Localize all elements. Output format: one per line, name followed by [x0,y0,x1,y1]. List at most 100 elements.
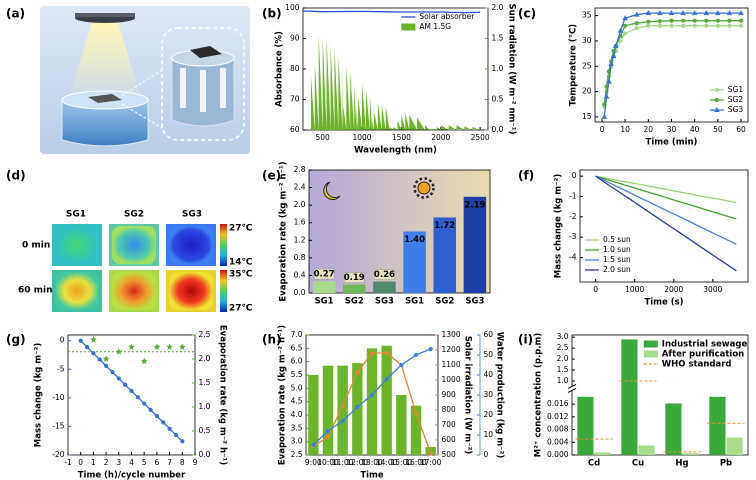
y-tick-label: 0 [484,450,489,459]
x-tick-label: 3000 [703,285,722,294]
marker [97,357,102,362]
legend-label: SG2 [728,95,744,104]
y-tick-label: -10 [52,393,64,402]
y-tick-label: -2 [569,212,577,221]
column-label: SG3 [182,210,202,220]
marker [135,395,140,400]
x-tick-label: 5 [142,458,147,467]
y-axis-title: Mass change (kg m⁻²) [34,343,44,448]
legend-label: SG3 [728,105,744,114]
value-label: 0.26 [374,270,395,280]
marker [680,10,686,16]
axis-break [569,386,575,391]
marker [123,382,128,387]
marker [178,343,186,350]
legend-marker [714,87,719,93]
marker [413,352,419,358]
marker [657,19,663,24]
y-tick-label: 1.0 [199,402,211,411]
y-tick-label: 3.0 [557,332,569,341]
panel-background [309,170,490,293]
y-tick-label: 1.0 [492,64,504,73]
y-tick-label: 3.5 [291,423,303,432]
y-tick-label: 2.5 [291,450,303,459]
legend-swatch [643,340,658,348]
value-label: 0.19 [344,273,365,283]
marker [703,10,710,16]
marker [325,428,331,434]
y-tick-label: 6.5 [291,343,303,352]
legend-label: After purification [662,350,744,360]
marker [623,31,628,36]
marker [84,344,90,350]
scale-label: 14℃ [229,258,253,268]
marker [148,407,153,412]
marker [384,350,389,356]
marker [727,23,732,28]
legend-marker [714,97,719,103]
y-tick-label: 500 [442,450,457,459]
x-axis-title: Time (min) [646,138,698,148]
marker [413,410,419,416]
y-tick-label: 4.5 [291,397,303,406]
x-tick-label: 2500 [471,133,490,142]
x-tick-label: 1000 [352,133,371,142]
marker [738,23,744,28]
marker [738,18,744,23]
marker [153,343,161,350]
bar [403,231,426,293]
y-tick-label: 1000 [442,375,461,384]
axis-break [567,387,577,393]
x-axis-title: Wavelength (nm) [354,146,437,156]
thermal-image [169,226,213,264]
legend-swatch [643,350,658,358]
bar [433,217,457,293]
thermal-image [112,272,156,310]
x-tick-label: 2 [104,458,109,467]
x-axis-title: Time (h)/cycle number [78,471,186,480]
y-tick-label: 60 [484,330,494,339]
y-tick-label: 2.0 [557,354,569,363]
y2-axis-title: Evaporation rate (kg m⁻² h⁻¹) [218,325,228,465]
y-tick-label: 60 [290,125,300,134]
line [595,175,737,220]
x-tick-label: 10:00 [317,458,339,467]
color-bar [220,270,227,312]
marker [633,11,640,17]
bar [594,452,611,455]
bar [373,281,396,293]
y-tick-label: 1.5 [557,365,569,374]
y-tick-label: 1100 [442,360,461,369]
x-tick-label: Hg [675,459,688,469]
bar [425,447,436,455]
x-tick-label: 40 [690,125,700,134]
marker [428,346,433,352]
line [595,175,737,245]
legend-label: WHO standard [662,360,732,370]
evaporator [88,94,122,103]
x-tick-label: SG1 [315,297,334,307]
marker [634,21,639,26]
marker [668,10,675,16]
x-tick-label: 12:00 [347,458,369,467]
marker [691,10,698,16]
marker [384,376,389,382]
x-tick-label: -1 [64,458,72,467]
y-tick-label: 30 [582,36,592,45]
x-tick-label: 60 [736,125,746,134]
y-tick-label: 6.0 [291,357,303,366]
y-tick-label: 0.5 [492,95,504,104]
y-tick-label: 700 [442,420,457,429]
marker [601,113,608,119]
line [603,25,741,107]
bar [726,437,743,455]
bar [621,339,638,455]
moon-icon [323,181,341,200]
y-tick-label: 0.8 [294,253,306,262]
marker [180,439,185,444]
y-tick-label: 15 [582,112,592,121]
y-tick-label: -3 [569,232,577,241]
y-tick-label: -4 [569,253,577,262]
y-tick-label: 0 [572,171,577,180]
